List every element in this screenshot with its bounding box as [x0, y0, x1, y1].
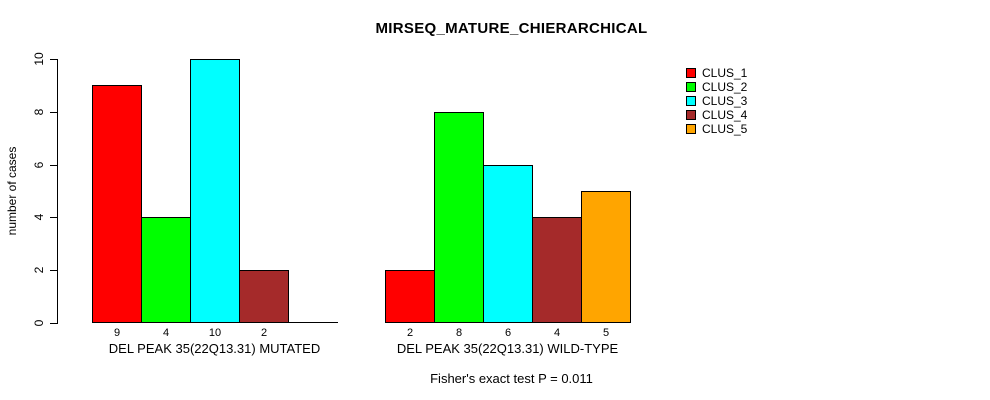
legend: CLUS_1 CLUS_2 CLUS_3 CLUS_4 CLUS_5 [686, 66, 747, 136]
bar-value-label: 10 [208, 327, 222, 339]
y-tick-label: 6 [32, 161, 46, 168]
y-axis-tick [50, 164, 57, 166]
legend-label-clus_2: CLUS_2 [702, 80, 748, 94]
bar-value-label: 4 [162, 327, 170, 339]
y-axis-tick [50, 59, 57, 60]
y-axis-tick [50, 323, 57, 324]
legend-item-clus_1: CLUS_1 [686, 66, 747, 80]
bar-value-label: 8 [455, 327, 463, 339]
y-tick-label: 2 [32, 266, 46, 274]
y-tick-label: 8 [32, 108, 46, 116]
bar-clus_5-group1 [288, 322, 338, 323]
y-axis-tick [50, 217, 57, 219]
legend-swatch-clus_3 [686, 96, 696, 106]
legend-item-clus_4: CLUS_4 [686, 108, 747, 122]
legend-swatch-clus_5 [686, 124, 696, 134]
legend-swatch-clus_2 [686, 82, 696, 92]
bar-clus_2-group2 [434, 111, 484, 323]
bar-clus_2-group1 [141, 217, 191, 323]
legend-swatch-clus_4 [686, 110, 696, 120]
legend-item-clus_2: CLUS_2 [686, 80, 747, 94]
bar-clus_1-group1 [92, 85, 142, 323]
bar-value-label: 4 [553, 327, 561, 339]
y-axis-tick [50, 270, 57, 272]
bar-value-label: 6 [504, 327, 512, 339]
bar-clus_1-group2 [385, 270, 435, 323]
bar-clus_3-group2 [483, 164, 533, 323]
legend-label-clus_5: CLUS_5 [702, 122, 748, 136]
bar-clus_4-group2 [532, 217, 582, 323]
bar-clus_5-group2 [581, 191, 631, 323]
group-label: DEL PEAK 35(22Q13.31) WILD-TYPE [396, 341, 619, 356]
bar-value-label: 9 [113, 327, 121, 339]
legend-label-clus_1: CLUS_1 [702, 66, 748, 80]
y-tick-label: 10 [32, 52, 46, 66]
group-label: DEL PEAK 35(22Q13.31) MUTATED [108, 341, 321, 356]
chart-title: MIRSEQ_MATURE_CHIERARCHICAL [375, 20, 648, 37]
legend-item-clus_3: CLUS_3 [686, 94, 747, 108]
y-axis-label: number of cases [5, 146, 19, 236]
bar-value-label: 2 [260, 327, 268, 339]
legend-label-clus_3: CLUS_3 [702, 94, 748, 108]
bar-value-label: 5 [602, 327, 610, 339]
legend-label-clus_4: CLUS_4 [702, 108, 748, 122]
legend-item-clus_5: CLUS_5 [686, 122, 747, 136]
legend-swatch-clus_1 [686, 68, 696, 78]
bar-clus_3-group1 [190, 59, 240, 323]
y-axis-line [57, 59, 58, 324]
y-axis-tick [50, 111, 57, 113]
y-tick-label: 0 [32, 319, 46, 327]
y-tick-label: 4 [32, 214, 46, 221]
footnote-fisher-test: Fisher's exact test P = 0.011 [430, 371, 593, 386]
bar-clus_4-group1 [239, 270, 289, 323]
bar-value-label: 2 [406, 327, 414, 339]
